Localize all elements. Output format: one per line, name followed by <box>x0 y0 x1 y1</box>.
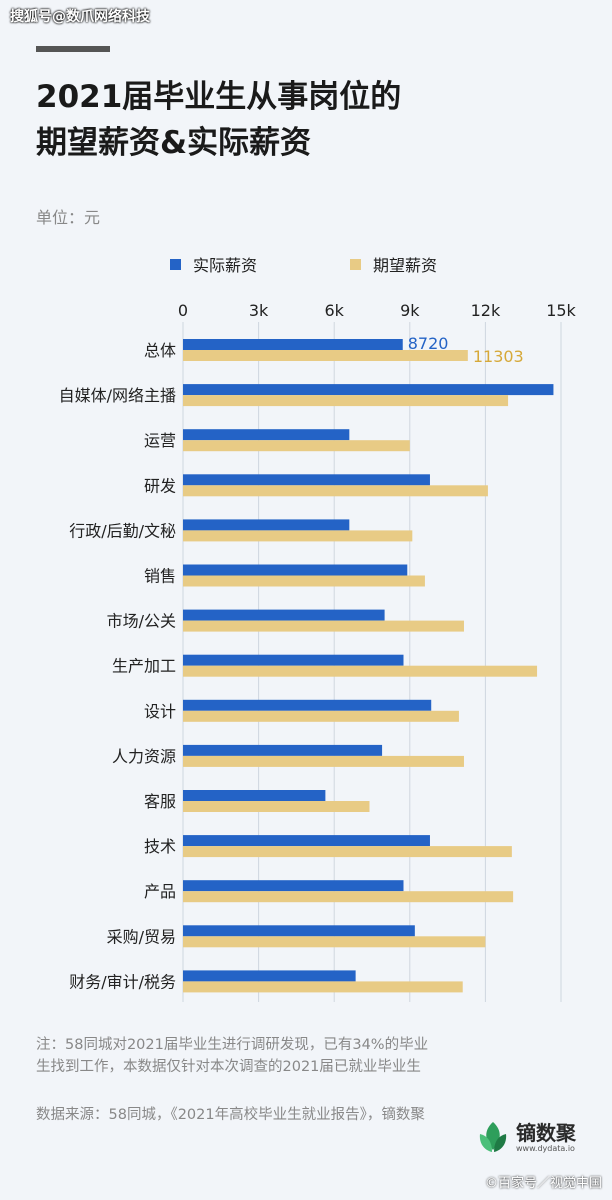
bar-actual <box>183 519 350 531</box>
category-label: 产品 <box>144 882 176 901</box>
category-label: 研发 <box>144 476 176 495</box>
bar-expected <box>183 485 488 497</box>
logo-url: www.dydata.io <box>516 1143 575 1153</box>
bar-actual <box>183 429 350 441</box>
category-label: 自媒体/网络主播 <box>59 386 176 405</box>
title-line-2: 期望薪资&实际薪资 <box>36 125 312 161</box>
legend-actual: 实际薪资 <box>170 252 257 276</box>
category-label: 技术 <box>144 837 176 856</box>
x-tick-label: 9k <box>400 301 420 320</box>
bar-expected <box>183 846 512 858</box>
bar-expected <box>183 530 413 542</box>
category-label: 运营 <box>144 431 176 450</box>
bar-actual <box>183 384 554 396</box>
x-tick-label: 3k <box>249 301 269 320</box>
bar-actual <box>183 474 430 486</box>
bar-actual <box>183 880 404 892</box>
category-label: 人力资源 <box>112 747 176 766</box>
bar-actual <box>183 835 430 847</box>
category-label: 行政/后勤/文秘 <box>69 521 176 540</box>
data-label-actual: 8720 <box>408 334 449 353</box>
bar-expected <box>183 710 459 722</box>
legend-actual-swatch <box>170 258 181 270</box>
category-label: 市场/公关 <box>107 612 176 631</box>
bar-chart: 0 3k 6k 9k 12k 15k 总体 8720 11303 自媒体/网络主播运营研发行政/后… <box>59 301 577 1002</box>
leaf-logo-icon <box>479 1122 507 1152</box>
bar-expected <box>183 801 370 812</box>
data-label-expected: 11303 <box>473 347 524 366</box>
category-label: 生产加工 <box>112 657 176 676</box>
watermark-bottom: ©百家号／视觉中国 <box>484 1176 602 1191</box>
accent-bar <box>36 46 110 52</box>
legend-expected: 期望薪资 <box>350 252 437 276</box>
category-label: 总体 <box>144 341 176 360</box>
legend-expected-label: 期望薪资 <box>373 256 438 275</box>
bar-actual <box>183 654 404 666</box>
bar-expected <box>183 936 486 948</box>
legend-expected-swatch <box>350 258 361 270</box>
watermark-top: 搜狐号@数爪网络科技 <box>10 9 150 25</box>
bar-actual <box>183 744 383 756</box>
bar-expected <box>183 575 425 587</box>
x-tick-label: 12k <box>471 301 501 320</box>
bar-expected <box>183 395 509 407</box>
title-line-1: 2021届毕业生从事岗位的 <box>36 79 402 115</box>
bar-actual <box>183 970 356 982</box>
category-label: 采购/贸易 <box>107 927 176 946</box>
unit-label: 单位：元 <box>36 208 101 227</box>
category-label: 财务/审计/税务 <box>69 972 176 991</box>
bar-expected <box>183 440 410 452</box>
bar-actual <box>183 925 415 937</box>
x-tick-label: 15k <box>546 301 576 320</box>
bar-expected <box>183 755 464 767</box>
category-label: 客服 <box>144 792 176 811</box>
bar-actual <box>183 564 408 576</box>
bar-expected <box>183 665 538 677</box>
x-tick-label: 6k <box>324 301 344 320</box>
logo: 镝数聚 www.dydata.io <box>476 1120 576 1154</box>
bar-actual <box>183 339 403 350</box>
category-label: 销售 <box>144 567 176 586</box>
bar-expected <box>183 620 464 632</box>
category-label: 设计 <box>144 702 176 721</box>
bar-actual <box>183 790 326 801</box>
bar-expected <box>183 891 514 903</box>
page-title: 2021届毕业生从事岗位的 期望薪资&实际薪资 <box>36 74 596 166</box>
logo-name: 镝数聚 <box>516 1120 576 1145</box>
bar-expected <box>183 350 468 361</box>
footnote-source: 数据来源：58同城，《2021年高校毕业生就业报告》，镝数聚 <box>36 1107 425 1123</box>
x-tick-label: 0 <box>178 301 188 320</box>
bar-actual <box>183 699 432 711</box>
legend-actual-label: 实际薪资 <box>193 256 258 275</box>
footnote-note: 注：58同城对2021届毕业生进行调研发现，已有34%的毕业生找到工作，本数据仅… <box>36 1037 429 1075</box>
bar-expected <box>183 981 463 993</box>
bar-actual <box>183 609 385 621</box>
